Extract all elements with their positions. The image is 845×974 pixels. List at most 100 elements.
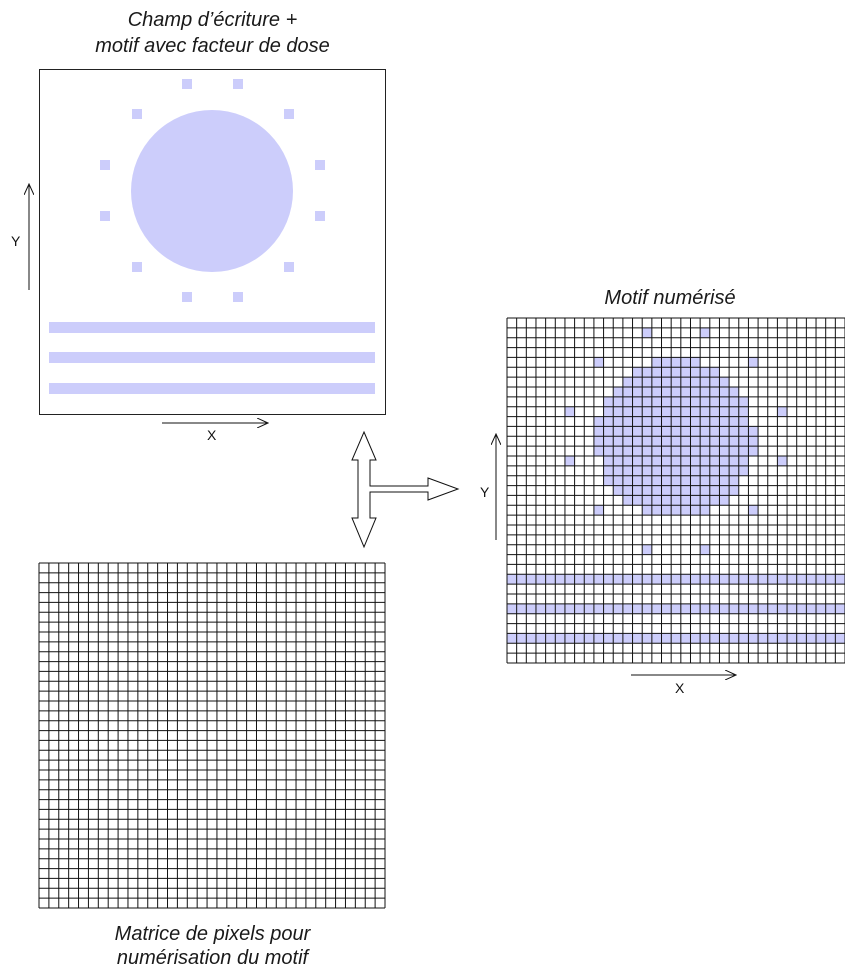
- digitized-pixel: [584, 574, 594, 585]
- digitized-pixel: [835, 603, 845, 614]
- digitized-pixel: [651, 505, 662, 516]
- digitized-pixel: [622, 387, 633, 397]
- digitized-pixel: [574, 633, 585, 644]
- digitized-pixel: [613, 603, 623, 614]
- digitized-pixel: [748, 574, 759, 585]
- digitized-pixel: [651, 465, 662, 476]
- digitized-pixel: [622, 396, 633, 407]
- digitized-pixel: [613, 465, 623, 476]
- digitized-pixel: [632, 416, 643, 427]
- digitized-pixel: [651, 377, 662, 387]
- digitized-pixel: [651, 633, 662, 644]
- pixel-matrix-caption-line1: Matrice de pixels pour: [114, 923, 311, 945]
- digitized-pixel: [719, 603, 730, 614]
- digitized-pixel: [796, 603, 807, 614]
- digitized-pixel: [603, 603, 614, 614]
- dose-dot: [284, 109, 294, 119]
- digitized-pixel: [661, 367, 672, 378]
- digitized-pixel: [632, 603, 643, 614]
- digitized-pixel: [729, 387, 739, 397]
- digitized-pixel: [700, 485, 710, 496]
- digitized-pixel: [622, 485, 633, 496]
- digitized-pixel: [700, 456, 710, 466]
- digitized-pixel: [632, 495, 643, 506]
- digitized-pixel: [700, 436, 710, 447]
- digitized-pixel: [709, 377, 720, 387]
- digitized-pixel: [613, 633, 623, 644]
- digitized-pixel: [680, 387, 691, 397]
- digitized-pixel: [622, 377, 633, 387]
- digitized-pixel: [700, 446, 710, 456]
- digitized-pixel: [526, 633, 536, 644]
- digitized-pixel: [622, 436, 633, 447]
- digitized-pixel: [622, 603, 633, 614]
- digitized-pixel: [738, 465, 749, 476]
- digitized-pixel: [603, 406, 614, 417]
- digitized-pixel: [671, 367, 681, 378]
- digitized-x-axis-label: X: [675, 680, 685, 696]
- digitized-pixel: [709, 495, 720, 506]
- digitized-pixel: [816, 633, 826, 644]
- digitized-pixel: [777, 603, 788, 614]
- digitized-pixel: [700, 633, 710, 644]
- digitized-pixel: [642, 377, 652, 387]
- dose-dot: [315, 211, 325, 221]
- digitized-pixel: [535, 603, 546, 614]
- dose-dot: [100, 211, 110, 221]
- digitized-pixel: [738, 436, 749, 447]
- digitized-pixel: [632, 485, 643, 496]
- digitized-pixel: [661, 387, 672, 397]
- digitized-pixel: [709, 603, 720, 614]
- digitized-pixel: [613, 436, 623, 447]
- digitized-pixel: [709, 574, 720, 585]
- digitized-pixel: [622, 574, 633, 585]
- digitized-pixel: [719, 436, 730, 447]
- digitized-pixel: [719, 446, 730, 456]
- digitized-pixel: [806, 574, 817, 585]
- digitized-pixel: [729, 456, 739, 466]
- digitized-pixel: [661, 357, 672, 368]
- digitized-pixel: [622, 465, 633, 476]
- digitized-pixel: [709, 396, 720, 407]
- digitized-pixel: [787, 574, 797, 585]
- digitized-pixel: [738, 396, 749, 407]
- digitized-pixel: [719, 495, 730, 506]
- digitized-pixel: [651, 475, 662, 486]
- digitized-pixel: [632, 574, 643, 585]
- digitized-pixel: [603, 396, 614, 407]
- digitized-pixel: [632, 436, 643, 447]
- digitized-pixel: [632, 426, 643, 437]
- digitized-pixel: [632, 396, 643, 407]
- digitized-pixel: [825, 603, 836, 614]
- digitized-pixel: [651, 495, 662, 506]
- digitized-pixel: [690, 357, 701, 368]
- digitized-pixel: [671, 456, 681, 466]
- digitized-pixel: [690, 406, 701, 417]
- digitized-pixel: [564, 603, 575, 614]
- digitized-pixel: [671, 633, 681, 644]
- digitized-pixels: [507, 327, 845, 644]
- digitized-pixel: [700, 426, 710, 437]
- digitized-pixel: [613, 426, 623, 437]
- dose-dot: [284, 262, 294, 272]
- digitized-pixel: [622, 456, 633, 466]
- digitized-pixel: [526, 603, 536, 614]
- digitized-pixel: [719, 574, 730, 585]
- digitized-pixel: [680, 633, 691, 644]
- digitized-pixel: [700, 377, 710, 387]
- digitized-pixel: [690, 456, 701, 466]
- digitized-pixel: [690, 426, 701, 437]
- digitized-pixel: [719, 377, 730, 387]
- digitized-pixel: [632, 446, 643, 456]
- digitized-pixel: [690, 367, 701, 378]
- digitized-pixel: [545, 603, 556, 614]
- digitized-pixel: [593, 574, 604, 585]
- digitized-pixel: [564, 574, 575, 585]
- digitized-pixel: [767, 633, 778, 644]
- digitized-pixel: [680, 456, 691, 466]
- digitized-pixel: [680, 416, 691, 427]
- digitized-pixel: [651, 367, 662, 378]
- dose-dot: [132, 109, 142, 119]
- digitized-pixel: [767, 574, 778, 585]
- digitized-pixel: [622, 426, 633, 437]
